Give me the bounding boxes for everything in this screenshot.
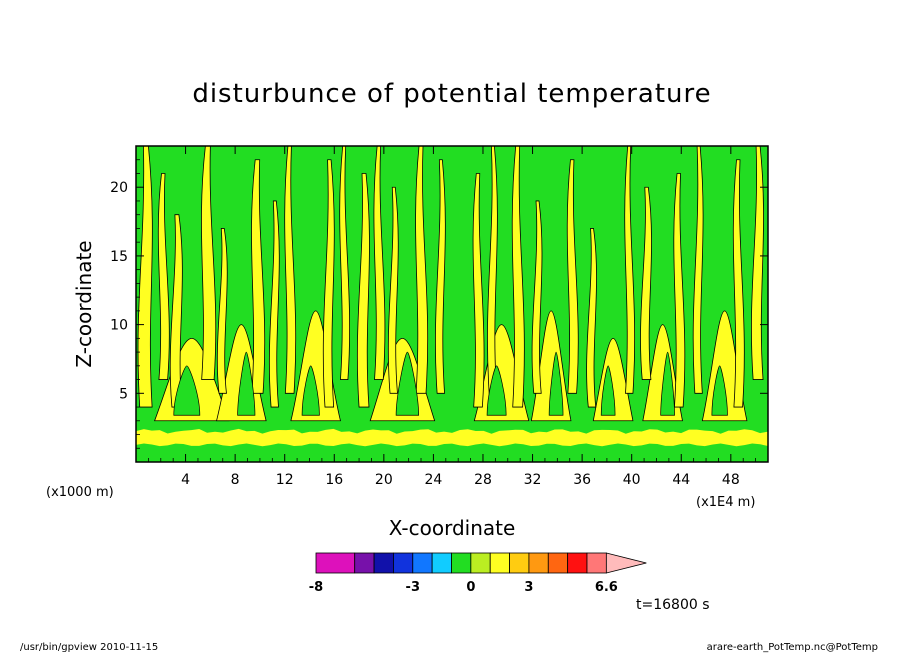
colorbar-segment <box>489 552 510 574</box>
plume-streak <box>322 159 335 408</box>
plume-streak <box>472 173 485 408</box>
y-axis: 5 10 15 20 <box>110 145 768 449</box>
plume-streak <box>373 146 386 380</box>
x-axis-label: X-coordinate <box>389 516 516 540</box>
colorbar-segment <box>412 552 433 574</box>
plume-streak <box>356 173 370 408</box>
plume-streak <box>137 146 153 408</box>
colorbar-tick-label: 3 <box>524 580 533 595</box>
colorbar-extend-arrow <box>605 552 647 574</box>
colorbar-tick-label: 0 <box>466 580 475 595</box>
plume-streak <box>216 228 228 394</box>
plume-streak <box>435 159 446 394</box>
plume-hole <box>301 365 320 416</box>
plume-streak <box>732 159 745 408</box>
x-tick-label: 16 <box>325 472 343 488</box>
plume-hole <box>173 365 201 416</box>
plume-streak <box>586 228 597 408</box>
y-tick-label: 10 <box>110 318 128 334</box>
plume-streak <box>751 146 764 380</box>
x-tick-label: 40 <box>623 472 641 488</box>
plume-hole <box>711 365 728 416</box>
chart-title: disturbunce of potential temperature <box>192 79 711 109</box>
x-tick-label: 32 <box>524 472 542 488</box>
plume-streak <box>268 200 280 408</box>
colorbar-segment <box>547 552 569 574</box>
plume-streak <box>511 146 525 408</box>
colorbar-segment <box>470 552 491 574</box>
plume-hole <box>237 351 256 416</box>
x-tick-label: 8 <box>231 472 240 488</box>
y-tick-label: 15 <box>110 249 128 265</box>
x-unit-right: (x1E4 m) <box>696 495 755 510</box>
x-axis: 4 8 12 16 20 24 28 32 36 40 44 48 <box>147 146 769 488</box>
y-axis-label: Z-coordinate <box>72 240 96 367</box>
colorbar-segment <box>373 552 394 574</box>
x-tick-label: 4 <box>181 472 190 488</box>
plume-streak <box>157 173 170 380</box>
plume-hole <box>548 351 564 416</box>
x-tick-label: 12 <box>276 472 294 488</box>
x-tick-label: 44 <box>672 472 690 488</box>
plume-streak <box>284 146 297 394</box>
footer-left: /usr/bin/gpview 2010-11-15 <box>20 642 158 653</box>
x-tick-label: 36 <box>573 472 591 488</box>
plume-streak <box>673 173 686 408</box>
x-tick-label: 24 <box>424 472 442 488</box>
contour-field <box>136 146 768 462</box>
colorbar-segment <box>528 552 549 574</box>
colorbar-tick-label: 6.6 <box>595 580 618 595</box>
colorbar-tick-label: -8 <box>309 580 323 595</box>
x-tick-label: 20 <box>375 472 393 488</box>
plume-streak <box>415 146 429 394</box>
surface-gap <box>136 443 768 462</box>
plot-frame <box>135 145 769 463</box>
plume-streak <box>531 200 543 394</box>
plume-streak <box>566 159 579 394</box>
plume-streak <box>387 186 399 394</box>
plume-streak <box>640 186 652 380</box>
colorbar-segment <box>567 552 588 574</box>
colorbar-segment <box>393 552 414 574</box>
footer-right: arare-earth_PotTemp.nc@PotTemp <box>707 642 878 653</box>
plume-streak <box>339 146 351 380</box>
x-tick-label: 28 <box>474 472 492 488</box>
x-tick-label: 48 <box>722 472 740 488</box>
plume-hole <box>395 351 420 416</box>
plume-hole <box>486 365 507 416</box>
colorbar: -8 -3 0 3 6.6 <box>309 552 647 595</box>
colorbar-tick-label: -3 <box>406 580 420 595</box>
colorbar-segment <box>315 552 356 574</box>
colorbar-segment <box>451 552 472 574</box>
colorbar-segment <box>586 552 607 574</box>
x-unit-left: (x1000 m) <box>46 485 114 500</box>
plume-streak <box>251 159 266 394</box>
y-tick-label: 5 <box>119 386 128 402</box>
colorbar-segment <box>431 552 452 574</box>
time-label: t=16800 s <box>636 597 710 613</box>
colorbar-segment <box>509 552 530 574</box>
plume-streak <box>487 146 498 394</box>
plume-streak <box>692 146 704 394</box>
plume-hole <box>660 351 675 416</box>
plume-hole <box>600 365 616 416</box>
y-tick-label: 20 <box>110 180 128 196</box>
colorbar-segment <box>354 552 375 574</box>
plume-streak <box>624 146 636 394</box>
plume-streak <box>201 146 217 380</box>
plume-streak <box>169 214 183 408</box>
